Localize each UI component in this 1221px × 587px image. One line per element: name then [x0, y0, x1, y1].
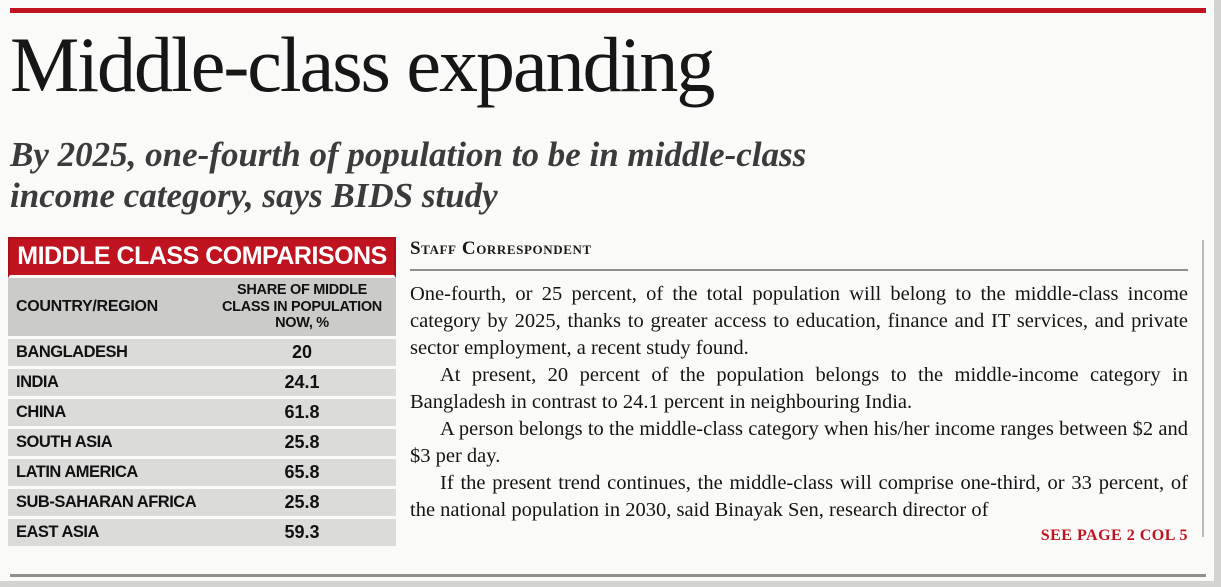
country-cell: INDIA	[16, 373, 59, 392]
country-cell: LATIN AMERICA	[16, 463, 138, 482]
table-row: INDIA 24.1	[8, 369, 396, 400]
bottom-rule	[10, 574, 1206, 577]
value-cell: 61.8	[284, 402, 320, 423]
value-cell: 25.8	[284, 492, 320, 513]
column-header-share: SHARE OF MIDDLE CLASS IN POPULATION NOW,…	[222, 282, 382, 332]
country-cell: SUB-SAHARAN AFRICA	[16, 493, 197, 512]
table-row: EAST ASIA 59.3	[8, 519, 396, 550]
table-header-row: COUNTRY/REGION SHARE OF MIDDLE CLASS IN …	[8, 278, 396, 340]
article-body: Staff Correspondent One-fourth, or 25 pe…	[410, 238, 1188, 545]
column-rule	[1202, 240, 1204, 537]
column-header-country: COUNTRY/REGION	[16, 298, 158, 315]
paragraph: A person belongs to the middle-class cat…	[410, 418, 1188, 468]
top-red-rule	[10, 8, 1206, 13]
table-row: LATIN AMERICA 65.8	[8, 459, 396, 490]
table-row: SUB-SAHARAN AFRICA 25.8	[8, 489, 396, 520]
byline: Staff Correspondent	[410, 238, 1188, 271]
paragraph: At present, 20 percent of the population…	[410, 364, 1188, 414]
table-title: MIDDLE CLASS COMPARISONS	[8, 237, 396, 278]
value-cell: 24.1	[284, 372, 320, 393]
paragraph: If the present trend continues, the midd…	[410, 472, 1188, 522]
value-cell: 59.3	[284, 522, 320, 543]
country-cell: SOUTH ASIA	[16, 433, 113, 452]
table-row: BANGLADESH 20	[8, 339, 396, 370]
table-row: CHINA 61.8	[8, 399, 396, 430]
country-cell: CHINA	[16, 403, 66, 422]
middle-class-table: MIDDLE CLASS COMPARISONS COUNTRY/REGION …	[8, 237, 396, 550]
value-cell: 20	[291, 342, 313, 363]
value-cell: 25.8	[284, 432, 320, 453]
country-cell: BANGLADESH	[16, 343, 128, 362]
continuation-note: SEE PAGE 2 COL 5	[1040, 527, 1188, 545]
table-row: SOUTH ASIA 25.8	[8, 429, 396, 460]
headline: Middle-class expanding	[10, 21, 715, 108]
subheadline: By 2025, one-fourth of population to be …	[10, 135, 807, 216]
paragraph: One-fourth, or 25 percent, of the total …	[410, 283, 1188, 360]
value-cell: 65.8	[284, 462, 320, 483]
country-cell: EAST ASIA	[16, 523, 99, 542]
